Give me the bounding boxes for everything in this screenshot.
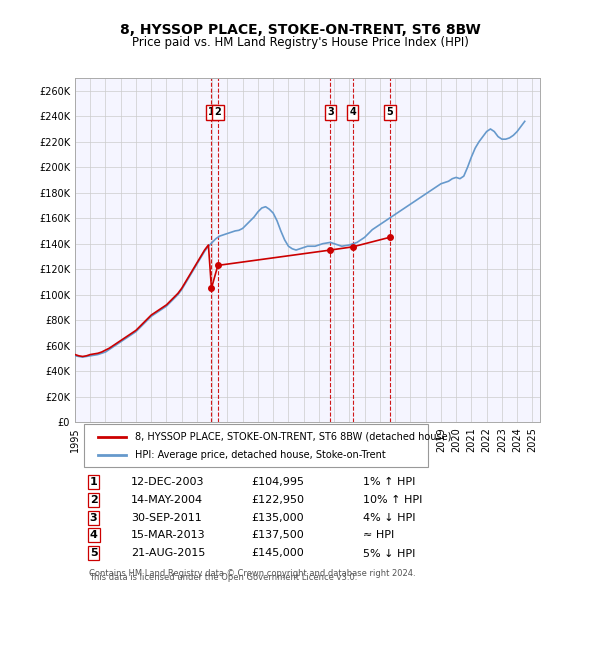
Text: £137,500: £137,500 — [252, 530, 304, 541]
Text: 8, HYSSOP PLACE, STOKE-ON-TRENT, ST6 8BW (detached house): 8, HYSSOP PLACE, STOKE-ON-TRENT, ST6 8BW… — [136, 432, 452, 441]
Text: £104,995: £104,995 — [252, 476, 305, 487]
Text: 5% ↓ HPI: 5% ↓ HPI — [364, 549, 416, 558]
Text: 5: 5 — [386, 107, 393, 118]
Text: 12-DEC-2003: 12-DEC-2003 — [131, 476, 204, 487]
Text: 4% ↓ HPI: 4% ↓ HPI — [364, 512, 416, 523]
Text: £135,000: £135,000 — [252, 512, 304, 523]
Text: This data is licensed under the Open Government Licence v3.0.: This data is licensed under the Open Gov… — [89, 573, 358, 582]
Text: 3: 3 — [90, 512, 97, 523]
Text: 1% ↑ HPI: 1% ↑ HPI — [364, 476, 416, 487]
Text: Price paid vs. HM Land Registry's House Price Index (HPI): Price paid vs. HM Land Registry's House … — [131, 36, 469, 49]
Text: 4: 4 — [349, 107, 356, 118]
Text: 15-MAR-2013: 15-MAR-2013 — [131, 530, 205, 541]
Text: 1: 1 — [90, 476, 97, 487]
FancyBboxPatch shape — [84, 424, 428, 467]
Text: 3: 3 — [327, 107, 334, 118]
Text: £145,000: £145,000 — [252, 549, 304, 558]
Text: 8, HYSSOP PLACE, STOKE-ON-TRENT, ST6 8BW: 8, HYSSOP PLACE, STOKE-ON-TRENT, ST6 8BW — [119, 23, 481, 37]
Text: 2: 2 — [214, 107, 221, 118]
Text: 10% ↑ HPI: 10% ↑ HPI — [364, 495, 422, 504]
Text: 1: 1 — [208, 107, 215, 118]
Text: 2: 2 — [90, 495, 97, 504]
Text: 5: 5 — [90, 549, 97, 558]
Text: 14-MAY-2004: 14-MAY-2004 — [131, 495, 203, 504]
Text: 21-AUG-2015: 21-AUG-2015 — [131, 549, 205, 558]
Text: Contains HM Land Registry data © Crown copyright and database right 2024.: Contains HM Land Registry data © Crown c… — [89, 569, 416, 578]
Text: 4: 4 — [89, 530, 98, 541]
Text: HPI: Average price, detached house, Stoke-on-Trent: HPI: Average price, detached house, Stok… — [136, 450, 386, 460]
Text: 30-SEP-2011: 30-SEP-2011 — [131, 512, 202, 523]
Text: ≈ HPI: ≈ HPI — [364, 530, 395, 541]
Text: £122,950: £122,950 — [252, 495, 305, 504]
